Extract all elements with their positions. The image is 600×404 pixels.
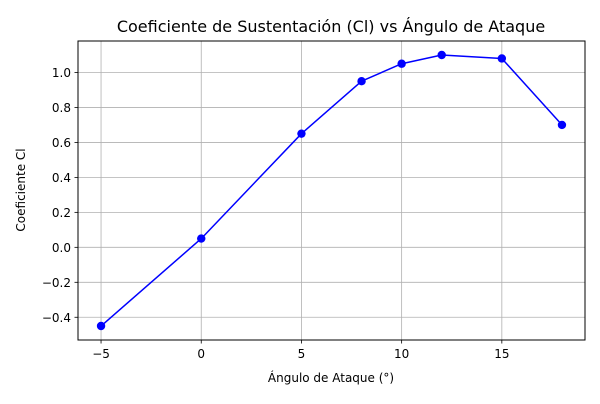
data-point-marker (437, 50, 446, 60)
data-point-marker (96, 321, 106, 331)
x-axis-label: Ángulo de Ataque (°) (268, 370, 394, 385)
x-tick-label: 10 (394, 347, 409, 361)
y-tick-label: 0.0 (52, 241, 71, 255)
series-line (100, 54, 563, 327)
y-tick-label: 0.8 (52, 101, 71, 115)
data-point-marker (297, 129, 306, 138)
plot-area-frame (77, 40, 586, 341)
data-point-marker (397, 59, 406, 68)
y-tick-label: 1.0 (52, 66, 71, 80)
axis-ticks: −5 0 5 10 15 −0.4 −0.2 0.0 0.2 0.4 0.6 0.8 1.0 (42, 66, 510, 361)
data-point-marker (357, 77, 366, 86)
x-tick-label: 15 (494, 347, 509, 361)
chart-title: Coeficiente de Sustentación (Cl) vs Ángu… (117, 17, 545, 36)
y-tick-label: −0.4 (42, 311, 71, 325)
y-tick-label: −0.2 (42, 276, 71, 290)
x-tick-label: 5 (298, 347, 306, 361)
y-tick-label: 0.6 (52, 136, 71, 150)
data-point-marker (197, 234, 206, 243)
x-tick-label: 0 (197, 347, 205, 361)
y-tick-label: 0.2 (52, 206, 71, 220)
x-tick-label: −5 (92, 347, 110, 361)
grid (78, 41, 585, 340)
data-point-marker (497, 54, 507, 63)
series-group (96, 50, 567, 331)
data-point-marker (557, 120, 567, 130)
y-tick-label: 0.4 (52, 171, 71, 185)
y-axis-label: Coeficiente Cl (14, 148, 28, 231)
